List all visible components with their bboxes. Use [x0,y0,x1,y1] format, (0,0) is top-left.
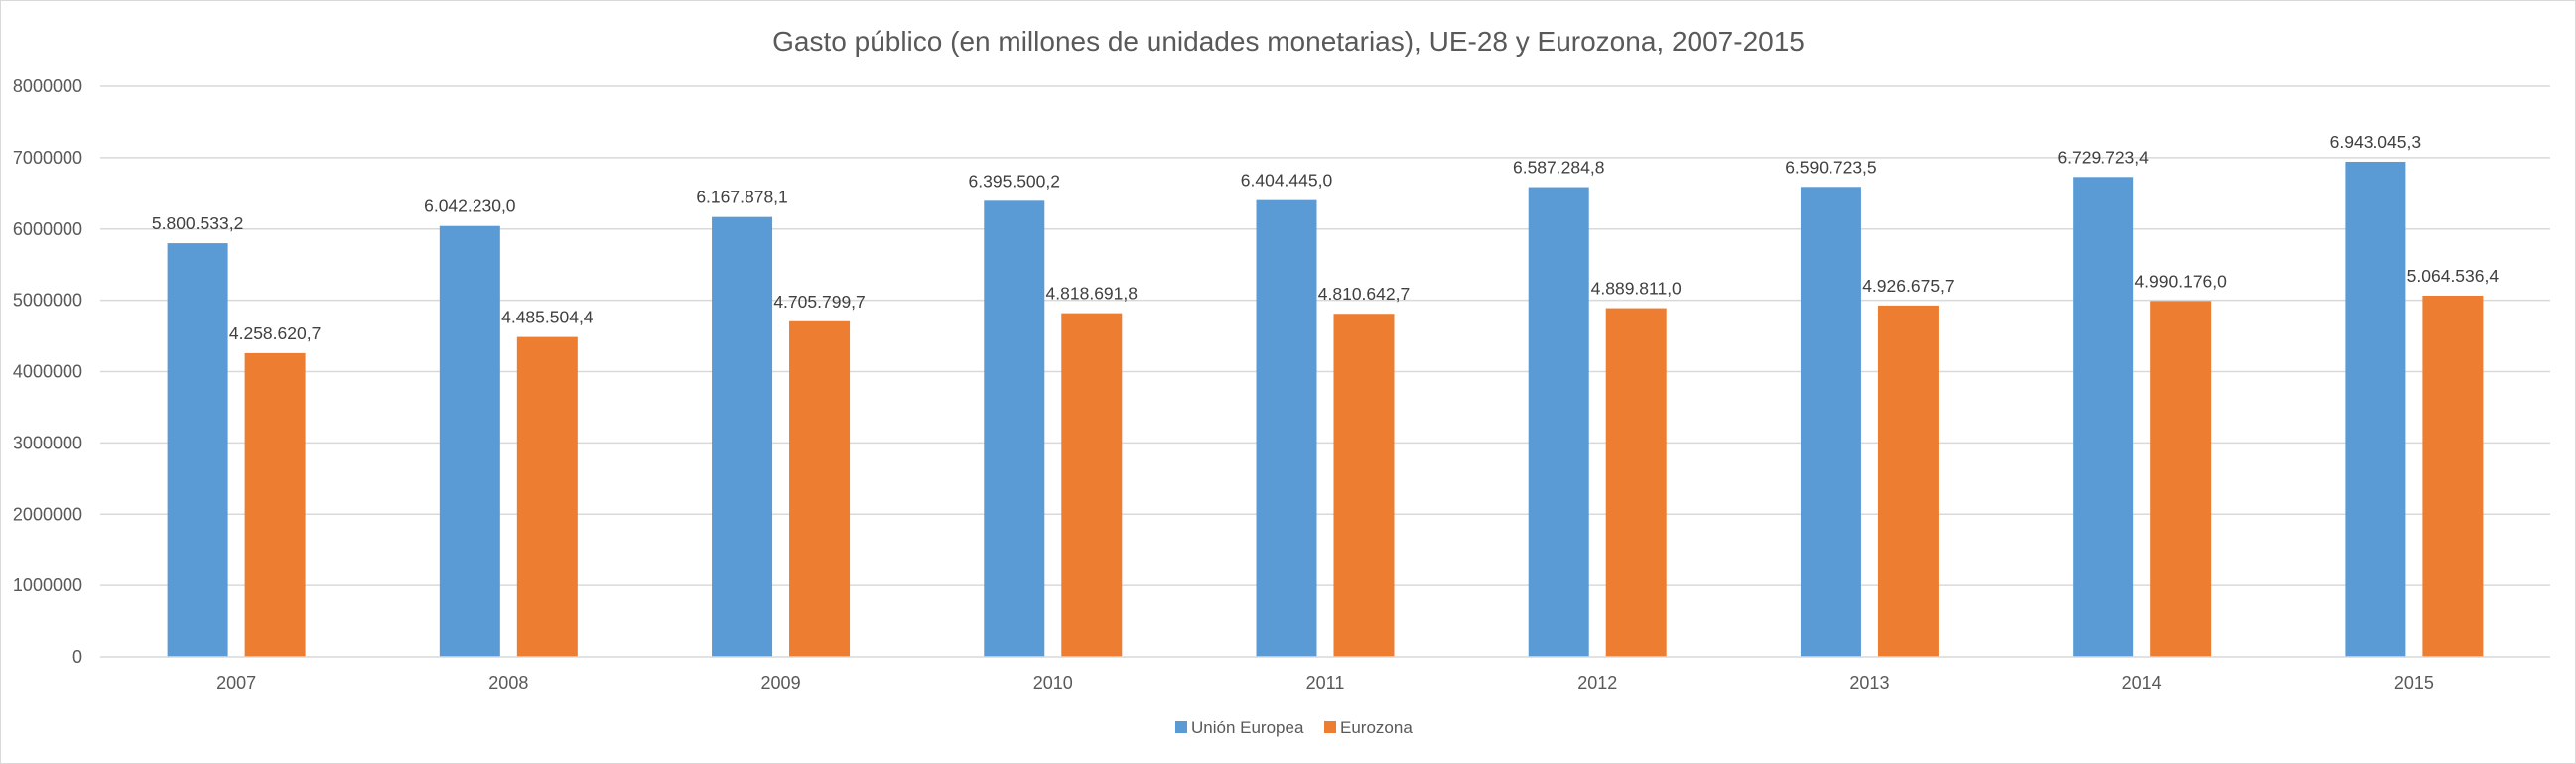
bar-eurozona-2012 [1605,308,1667,657]
data-label-union-europea-2014: 6.729.723,4 [2057,147,2149,167]
gridlines [100,85,2550,586]
legend-swatch-union-europea [1175,721,1187,733]
legend-label-union-europea: Unión Europea [1191,718,1304,737]
legend-label-eurozona: Eurozona [1340,718,1413,737]
chart-title: Gasto público (en millones de unidades m… [772,26,1805,57]
y-axis-ticks: 0 1000000 2000000 3000000 4000000 5000000 6000… [13,76,82,667]
bar-eurozona-2015 [2422,295,2484,657]
data-label-eurozona-2008: 4.485.504,4 [501,308,594,327]
bar-union-europea-2008 [439,225,500,657]
bar-eurozona-2010 [1061,313,1123,657]
data-label-eurozona-2013: 4.926.675,7 [1862,276,1954,296]
bar-union-europea-2015 [2345,161,2406,657]
data-label-union-europea-2011: 6.404.445,0 [1241,171,1333,191]
bar-eurozona-2008 [516,336,578,657]
x-tick-label: 2011 [1306,673,1345,693]
bar-union-europea-2010 [984,200,1045,657]
data-label-eurozona-2014: 4.990.176,0 [2134,271,2227,291]
bar-eurozona-2013 [1877,305,1939,657]
y-tick-label: 1000000 [13,575,82,595]
data-label-eurozona-2011: 4.810.642,7 [1318,284,1410,304]
data-label-union-europea-2009: 6.167.878,1 [696,188,787,207]
legend-swatch-eurozona [1324,721,1336,733]
data-label-eurozona-2009: 4.705.799,7 [773,292,865,312]
legend: Unión Europea Eurozona [1175,718,1413,737]
y-tick-label: 8000000 [13,76,82,96]
bar-union-europea-2012 [1528,187,1589,657]
data-label-union-europea-2015: 6.943.045,3 [2330,132,2421,152]
data-label-eurozona-2012: 4.889.811,0 [1591,279,1682,299]
data-label-union-europea-2008: 6.042.230,0 [424,196,516,216]
bar-union-europea-2014 [2073,177,2134,657]
x-tick-label: 2014 [2122,673,2162,693]
x-tick-label: 2013 [1849,673,1889,693]
data-label-union-europea-2010: 6.395.500,2 [969,171,1060,191]
y-tick-label: 0 [72,647,82,667]
bar-union-europea-2013 [1800,187,1861,657]
data-label-union-europea-2013: 6.590.723,5 [1785,157,1876,177]
x-tick-label: 2015 [2394,673,2434,693]
data-label-eurozona-2015: 5.064.536,4 [2407,266,2500,286]
data-label-eurozona-2007: 4.258.620,7 [229,323,321,343]
y-tick-label: 4000000 [13,362,82,382]
y-tick-label: 5000000 [13,291,82,311]
x-tick-label: 2008 [488,673,528,693]
x-tick-label: 2009 [761,673,801,693]
data-label-eurozona-2010: 4.818.691,8 [1046,284,1138,304]
x-tick-label: 2010 [1033,673,1073,693]
bar-eurozona-2011 [1333,314,1395,657]
y-tick-label: 6000000 [13,219,82,239]
bar-eurozona-2014 [2150,301,2212,657]
x-tick-label: 2012 [1577,673,1617,693]
y-tick-label: 3000000 [13,433,82,452]
x-axis-ticks: 2007 2008 2009 2010 2011 2012 2013 2014 2015 [216,673,2434,693]
y-tick-label: 2000000 [13,504,82,524]
data-label-union-europea-2012: 6.587.284,8 [1513,158,1604,178]
data-labels: 5.800.533,2 4.258.620,7 6.042.230,0 4.485.5… [152,132,2499,343]
bar-eurozona-2009 [789,320,851,657]
bars [167,161,2484,657]
y-tick-label: 7000000 [13,148,82,168]
bar-union-europea-2011 [1256,199,1317,657]
bar-eurozona-2007 [244,352,306,657]
x-tick-label: 2007 [216,673,256,693]
bar-union-europea-2007 [167,243,228,657]
bar-union-europea-2009 [712,216,773,657]
data-label-union-europea-2007: 5.800.533,2 [152,213,243,233]
